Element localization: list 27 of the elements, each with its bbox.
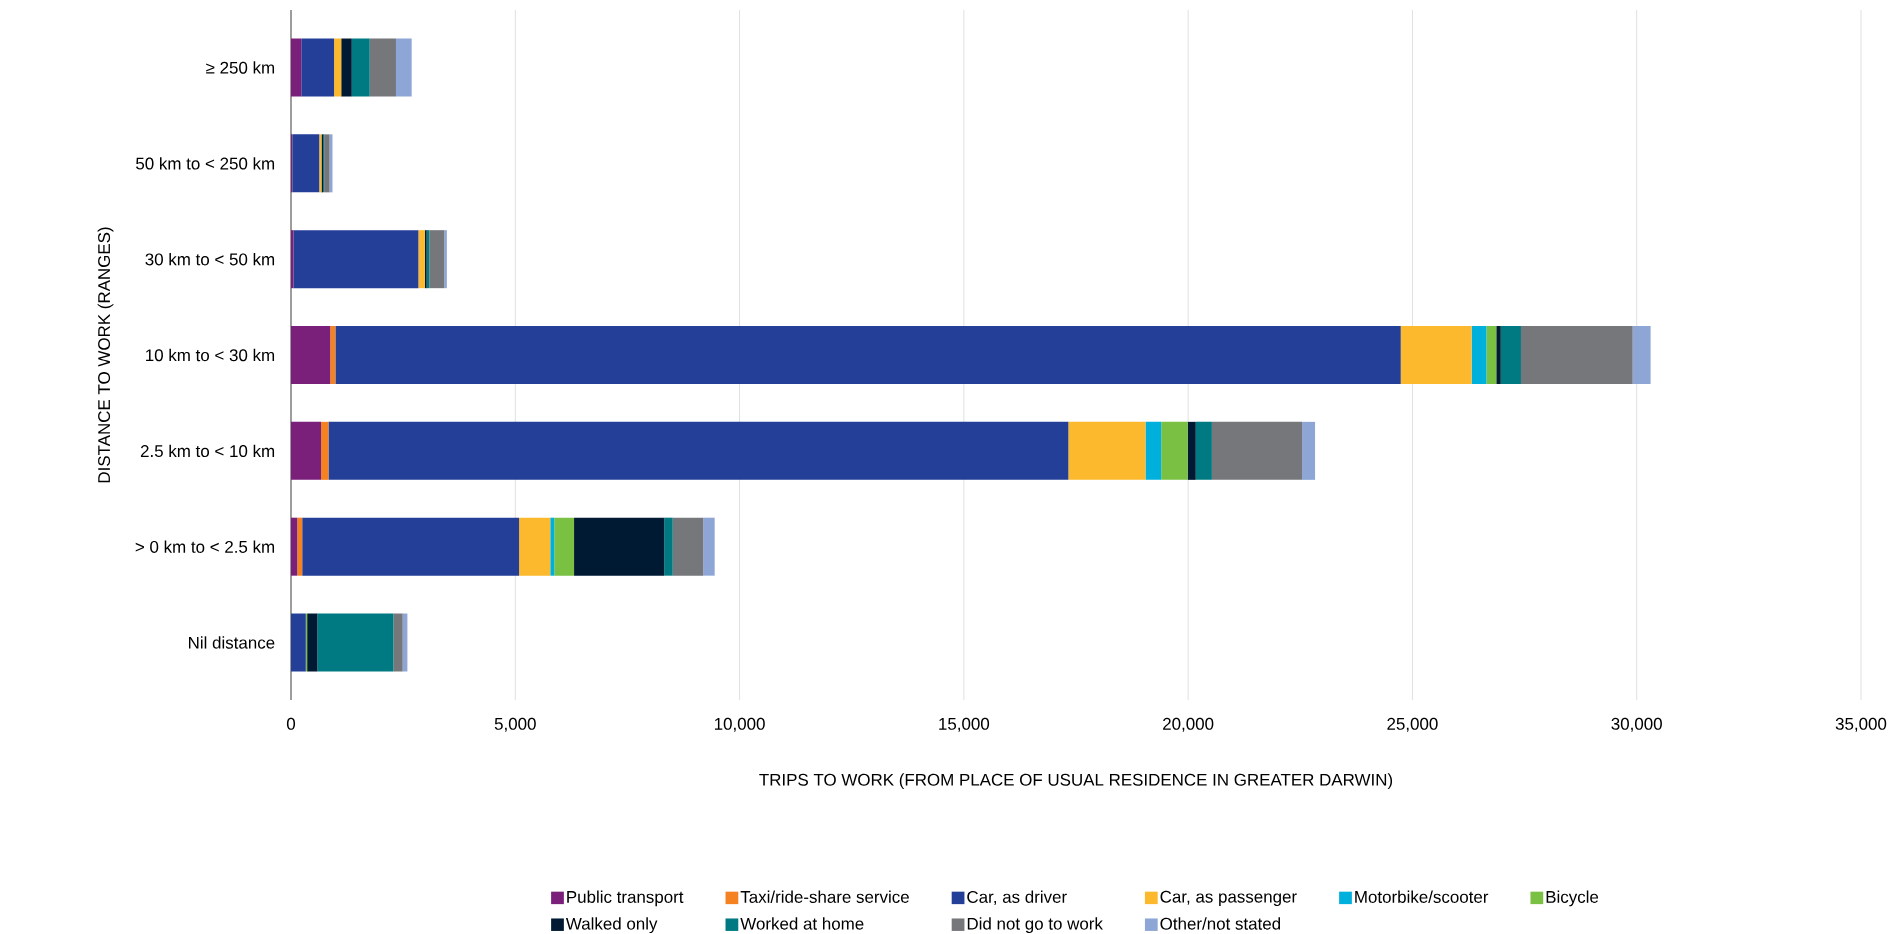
y-tick-label: 30 km to < 50 km bbox=[145, 252, 275, 266]
x-tick-label: 10,000 bbox=[714, 717, 765, 732]
legend-label: Public transport bbox=[567, 890, 684, 907]
legend-label: Taxi/ride-share service bbox=[740, 890, 909, 903]
y-axis-title: DISTANCE TO WORK (RANGES) bbox=[97, 227, 114, 483]
x-tick-label: 15,000 bbox=[939, 717, 990, 732]
legend-label: Other/not stated bbox=[1160, 917, 1281, 930]
y-tick-label: 10 km to < 30 km bbox=[146, 348, 275, 362]
legend-label: Worked at home bbox=[740, 917, 864, 930]
x-tick-label: 35,000 bbox=[1835, 717, 1887, 732]
x-axis-title: TRIPS TO WORK (FROM PLACE OF USUAL RESIDENCE IN GREATER DARWIN) bbox=[759, 773, 1393, 790]
x-tick-label: 25,000 bbox=[1387, 717, 1438, 732]
x-tick-label: 20,000 bbox=[1163, 717, 1214, 732]
legend-label: Car, as driver bbox=[967, 890, 1067, 905]
y-tick-label: 2.5 km to < 10 km bbox=[140, 444, 275, 458]
x-tick-label: 0 bbox=[286, 717, 296, 730]
y-tick-label: 50 km to < 250 km bbox=[136, 157, 275, 170]
y-tick-label: > 0 km to < 2.5 km bbox=[135, 540, 275, 553]
y-tick-label: ≥ 250 km bbox=[206, 61, 275, 74]
legend-label: Motorbike/scooter bbox=[1355, 890, 1489, 903]
x-tick-label: 5,000 bbox=[494, 717, 536, 732]
legend-label: Bicycle bbox=[1546, 890, 1599, 907]
x-tick-label: 30,000 bbox=[1611, 717, 1662, 732]
legend-label: Did not go to work bbox=[967, 917, 1103, 934]
legend-label: Walked only bbox=[565, 917, 658, 934]
y-tick-label: Nil distance bbox=[189, 636, 275, 649]
legend-label: Car, as passenger bbox=[1160, 890, 1297, 907]
